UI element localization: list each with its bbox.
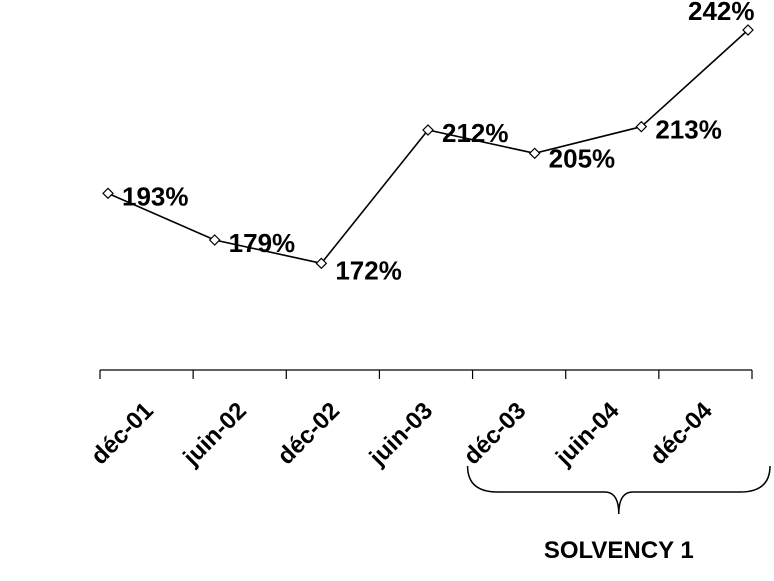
data-label: 179% bbox=[229, 228, 296, 258]
x-axis bbox=[99, 369, 753, 379]
series-markers bbox=[102, 24, 754, 270]
data-label: 242% bbox=[688, 0, 755, 26]
x-tick-label: juin-03 bbox=[364, 397, 438, 471]
x-tick-label: juin-02 bbox=[177, 397, 251, 471]
x-tick-label: déc-03 bbox=[459, 397, 532, 470]
data-label: 213% bbox=[655, 115, 722, 145]
data-label: 212% bbox=[442, 118, 509, 148]
data-label: 205% bbox=[549, 143, 616, 173]
annotation-label: SOLVENCY 1 bbox=[544, 537, 694, 564]
x-tick-label: juin-04 bbox=[550, 397, 625, 472]
annotation-brace bbox=[466, 465, 771, 515]
data-point-marker bbox=[635, 120, 648, 133]
data-point-marker bbox=[742, 24, 754, 36]
series-line bbox=[107, 29, 749, 265]
data-label: 193% bbox=[122, 181, 189, 211]
series-line-group bbox=[107, 29, 749, 265]
data-point-marker bbox=[528, 147, 541, 160]
x-tick-label: déc-02 bbox=[272, 397, 345, 470]
data-point-marker bbox=[315, 257, 328, 270]
solvency-annotation: SOLVENCY 1 bbox=[466, 465, 771, 564]
x-tick-label: déc-01 bbox=[86, 397, 159, 470]
x-tick-label: déc-04 bbox=[645, 397, 718, 470]
data-point-marker bbox=[208, 234, 221, 246]
data-point-marker bbox=[422, 124, 434, 136]
x-tick-labels: déc-01 juin-02 déc-02 juin-03 déc-03 juin-04 d… bbox=[86, 397, 718, 472]
data-labels: 193% 179% 172% 212% 205% 213% 242% bbox=[122, 0, 755, 285]
data-label: 172% bbox=[335, 255, 402, 285]
data-point-marker bbox=[102, 187, 114, 200]
